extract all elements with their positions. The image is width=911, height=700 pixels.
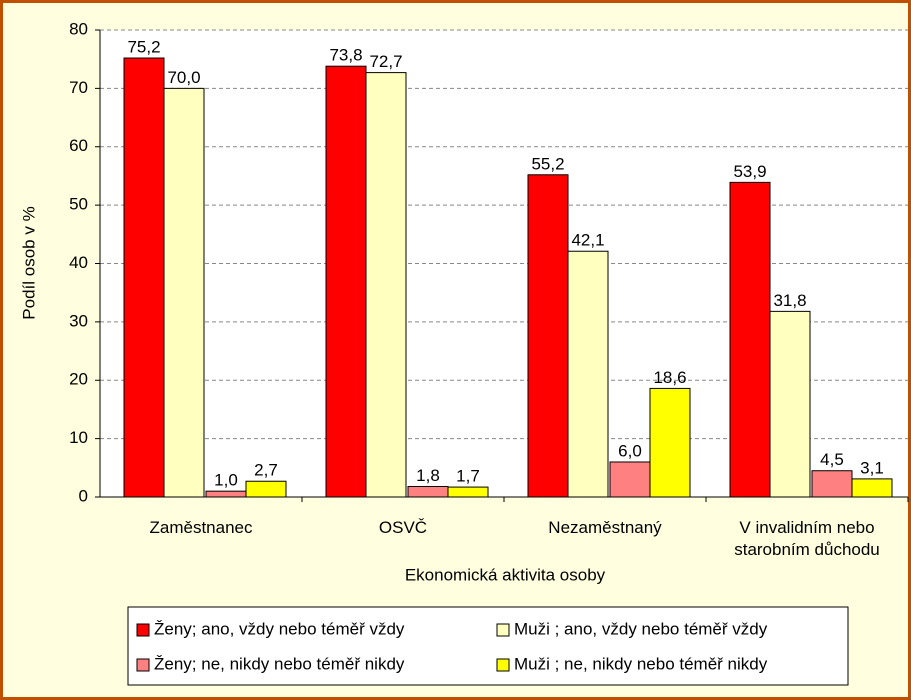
bar xyxy=(447,486,489,498)
data-label: 75,2 xyxy=(127,38,160,57)
bar xyxy=(649,387,691,498)
x-tick-label: Nezaměstnaný xyxy=(548,518,662,537)
data-label: 18,6 xyxy=(653,368,686,387)
y-tick-label: 0 xyxy=(79,486,88,505)
x-tick-label: V invalidním nebo starobním důchodu xyxy=(734,518,880,559)
legend-marker xyxy=(136,623,150,637)
data-label: 3,1 xyxy=(860,458,884,477)
bar xyxy=(609,461,651,498)
bar xyxy=(407,485,449,498)
data-label: 72,7 xyxy=(369,52,402,71)
legend-label: Ženy; ne, nikdy nebo téměř nikdy xyxy=(154,654,405,673)
data-label: 1,7 xyxy=(456,467,480,486)
bar xyxy=(527,174,569,498)
bar xyxy=(567,250,609,498)
y-axis-label: Podíl osob v % xyxy=(19,206,38,319)
data-label: 4,5 xyxy=(820,450,844,469)
data-label: 55,2 xyxy=(531,154,564,173)
legend-marker xyxy=(496,658,510,672)
bar xyxy=(729,181,771,498)
legend-marker xyxy=(136,658,150,672)
data-label: 42,1 xyxy=(571,231,604,250)
data-label: 70,0 xyxy=(167,68,200,87)
legend-box xyxy=(127,606,849,686)
bar xyxy=(163,87,205,498)
y-tick-label: 60 xyxy=(69,136,88,155)
bar xyxy=(365,72,407,498)
y-tick-label: 80 xyxy=(69,19,88,38)
data-label: 6,0 xyxy=(618,441,642,460)
y-tick-label: 50 xyxy=(69,195,88,214)
data-label: 1,8 xyxy=(416,466,440,485)
bar xyxy=(205,490,247,498)
legend-label: Muži ; ano, vždy nebo téměř vždy xyxy=(514,619,768,638)
data-label: 1,0 xyxy=(214,471,238,490)
bar xyxy=(769,310,811,498)
x-tick-label: OSVČ xyxy=(378,518,428,537)
data-label: 2,7 xyxy=(254,461,278,480)
y-tick-label: 30 xyxy=(69,311,88,330)
legend-marker xyxy=(496,623,510,637)
data-label: 53,9 xyxy=(733,162,766,181)
legend-label: Muži ; ne, nikdy nebo téměř nikdy xyxy=(514,654,768,673)
y-tick-label: 40 xyxy=(69,253,88,272)
data-label: 31,8 xyxy=(773,291,806,310)
bar xyxy=(325,65,367,498)
x-axis-label: Ekonomická aktivita osoby xyxy=(405,565,606,584)
y-tick-label: 10 xyxy=(69,428,88,447)
bar xyxy=(851,478,893,498)
y-tick-label: 20 xyxy=(69,370,88,389)
bar xyxy=(123,57,165,498)
legend-label: Ženy; ano, vždy nebo téměř vždy xyxy=(154,619,405,638)
bar xyxy=(245,480,287,498)
data-label: 73,8 xyxy=(329,46,362,65)
y-tick-label: 70 xyxy=(69,78,88,97)
bar xyxy=(811,470,853,498)
x-tick-label: Zaměstnanec xyxy=(149,518,253,537)
